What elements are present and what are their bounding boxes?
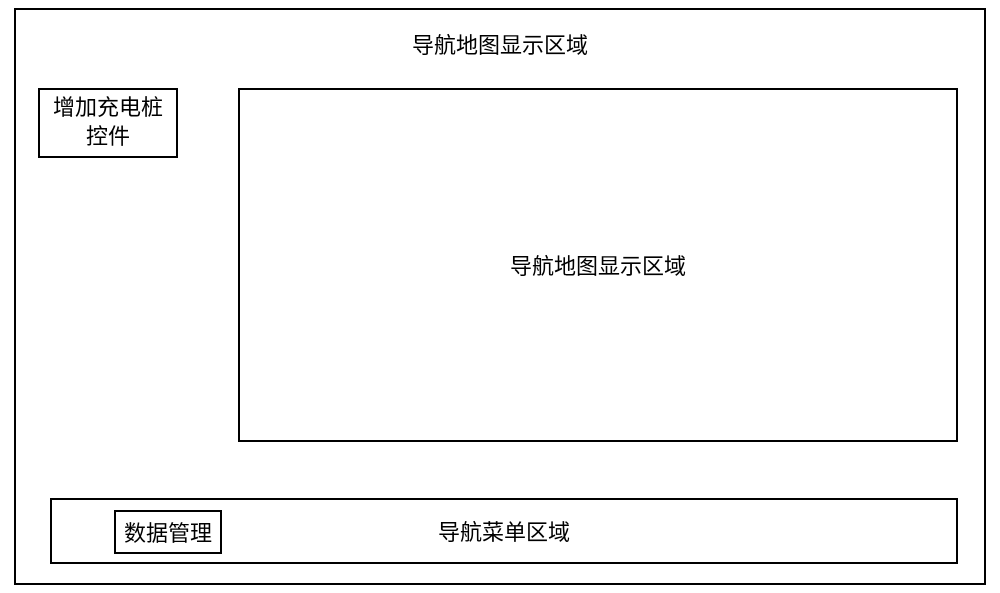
add-charger-widget-label-line2: 控件 [53,123,163,152]
add-charger-widget[interactable]: 增加充电桩控件 [38,88,178,158]
map-display-area-label: 导航地图显示区域 [510,249,686,281]
add-charger-widget-label-line1: 增加充电桩 [53,94,163,123]
page-title: 导航地图显示区域 [16,28,984,60]
map-display-area: 导航地图显示区域 [238,88,958,442]
data-management-button[interactable]: 数据管理 [114,510,222,554]
data-management-label: 数据管理 [124,516,212,548]
outer-frame: 导航地图显示区域 增加充电桩控件 导航地图显示区域 导航菜单区域 数据管理 [14,8,986,585]
nav-menu-bar: 导航菜单区域 数据管理 [50,498,958,564]
